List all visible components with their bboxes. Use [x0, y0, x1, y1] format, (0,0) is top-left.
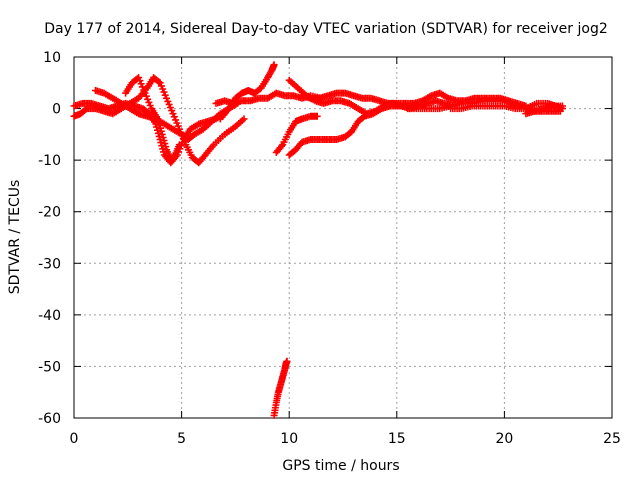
- data-point: [556, 107, 564, 115]
- y-axis-label: SDTVAR / TECUs: [7, 180, 23, 295]
- series-track-8: [285, 102, 412, 159]
- x-tick-label: 0: [70, 431, 79, 447]
- plot-frame: [73, 56, 613, 419]
- data-point: [278, 142, 285, 150]
- data-point: [175, 141, 183, 149]
- x-tick-label: 15: [388, 431, 406, 447]
- series-track-5: [216, 61, 278, 123]
- grid: [74, 57, 612, 418]
- data-point: [313, 112, 321, 120]
- x-axis-label: GPS time / hours: [282, 458, 399, 474]
- chart-title: Day 177 of 2014, Sidereal Day-to-day VTE…: [44, 21, 607, 37]
- series-track-12: [447, 99, 566, 113]
- y-tick-label: -30: [38, 256, 61, 272]
- x-tick-label: 20: [495, 431, 513, 447]
- x-tick-label: 25: [603, 431, 621, 447]
- y-tick-label: -40: [38, 308, 61, 324]
- data-point: [155, 78, 163, 86]
- y-tick-labels: 10 0 -10 -20 -30 -40 -50 -60: [38, 50, 61, 427]
- y-tick-label: -20: [38, 205, 61, 221]
- series-track-13: [522, 107, 564, 118]
- x-tick-label: 5: [177, 431, 186, 447]
- data-point: [270, 61, 278, 69]
- data-point: [240, 115, 248, 123]
- y-tick-label: -50: [38, 359, 61, 375]
- data-layer: [70, 61, 566, 419]
- data-point: [200, 153, 208, 160]
- series-track-14: [270, 357, 291, 419]
- y-tick-label: 10: [43, 50, 61, 66]
- data-point: [283, 357, 291, 365]
- y-tick-label: -60: [38, 411, 61, 427]
- axis-ticks: [73, 56, 613, 419]
- y-tick-label: -10: [38, 153, 61, 169]
- x-tick-label: 10: [280, 431, 298, 447]
- series-track-4: [122, 74, 183, 164]
- series-track-7: [272, 112, 321, 156]
- x-tick-labels: 0 5 10 15 20 25: [70, 431, 621, 447]
- y-tick-label: 0: [52, 102, 61, 118]
